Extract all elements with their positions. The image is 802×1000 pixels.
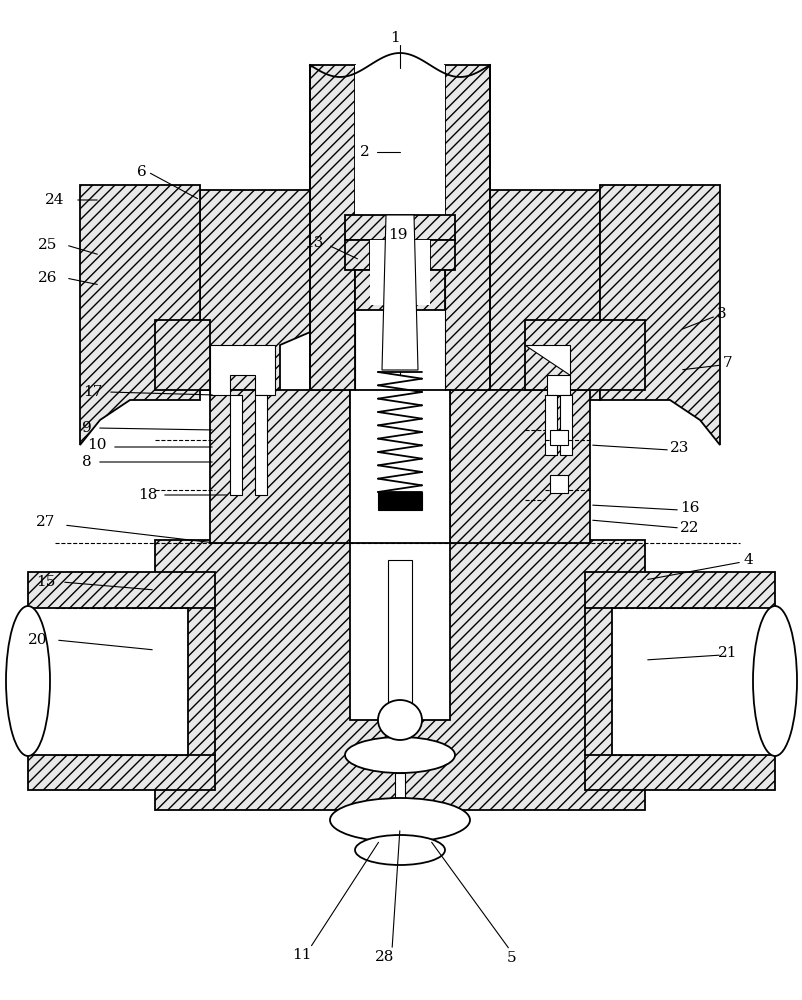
Polygon shape: [230, 395, 242, 495]
Polygon shape: [395, 773, 405, 800]
Polygon shape: [485, 190, 600, 400]
Polygon shape: [612, 608, 775, 755]
Ellipse shape: [6, 606, 50, 756]
Text: 7: 7: [723, 356, 733, 370]
Text: 13: 13: [304, 236, 324, 250]
Text: 6: 6: [137, 165, 147, 179]
Text: 20: 20: [28, 633, 48, 647]
Polygon shape: [545, 395, 557, 455]
Text: 16: 16: [680, 501, 700, 515]
Polygon shape: [345, 215, 455, 240]
Text: 21: 21: [719, 646, 738, 660]
Ellipse shape: [753, 606, 797, 756]
Polygon shape: [355, 270, 445, 310]
Polygon shape: [445, 65, 490, 390]
Text: 11: 11: [292, 948, 312, 962]
Text: 25: 25: [38, 238, 58, 252]
Polygon shape: [550, 430, 568, 445]
Text: 27: 27: [36, 515, 55, 529]
Text: 10: 10: [87, 438, 107, 452]
Ellipse shape: [378, 700, 422, 740]
Ellipse shape: [330, 798, 470, 842]
Polygon shape: [355, 65, 445, 390]
Polygon shape: [388, 560, 412, 710]
Polygon shape: [550, 475, 568, 493]
Text: 8: 8: [82, 455, 91, 469]
Text: 2: 2: [360, 145, 370, 159]
Polygon shape: [350, 540, 450, 720]
Polygon shape: [255, 395, 267, 495]
Polygon shape: [430, 240, 455, 270]
Polygon shape: [525, 320, 645, 390]
Text: 18: 18: [138, 488, 158, 502]
Polygon shape: [345, 240, 370, 270]
Polygon shape: [350, 390, 450, 543]
Text: 28: 28: [375, 950, 395, 964]
Polygon shape: [450, 390, 590, 543]
Polygon shape: [310, 65, 355, 390]
Polygon shape: [28, 608, 188, 755]
Text: 4: 4: [743, 553, 753, 567]
Text: 3: 3: [717, 307, 727, 321]
Text: 24: 24: [45, 193, 65, 207]
Text: 9: 9: [82, 421, 92, 435]
Ellipse shape: [345, 737, 455, 773]
Text: 23: 23: [670, 441, 690, 455]
Polygon shape: [525, 345, 570, 395]
Polygon shape: [155, 320, 210, 390]
Text: 5: 5: [507, 951, 516, 965]
Text: 1: 1: [390, 31, 400, 45]
Text: 17: 17: [83, 385, 103, 399]
Polygon shape: [370, 240, 430, 305]
Polygon shape: [210, 345, 275, 395]
Polygon shape: [80, 185, 200, 445]
Text: 26: 26: [38, 271, 58, 285]
Polygon shape: [585, 572, 775, 790]
Polygon shape: [155, 540, 645, 810]
Polygon shape: [382, 215, 418, 370]
Ellipse shape: [355, 835, 445, 865]
Text: 15: 15: [36, 575, 55, 589]
Text: 19: 19: [388, 228, 407, 242]
Polygon shape: [210, 390, 350, 543]
Polygon shape: [600, 185, 720, 445]
Ellipse shape: [760, 626, 790, 736]
Polygon shape: [200, 190, 315, 390]
Ellipse shape: [13, 626, 43, 736]
Polygon shape: [560, 395, 572, 455]
Text: 22: 22: [680, 521, 700, 535]
Polygon shape: [378, 492, 422, 510]
Polygon shape: [28, 572, 215, 790]
